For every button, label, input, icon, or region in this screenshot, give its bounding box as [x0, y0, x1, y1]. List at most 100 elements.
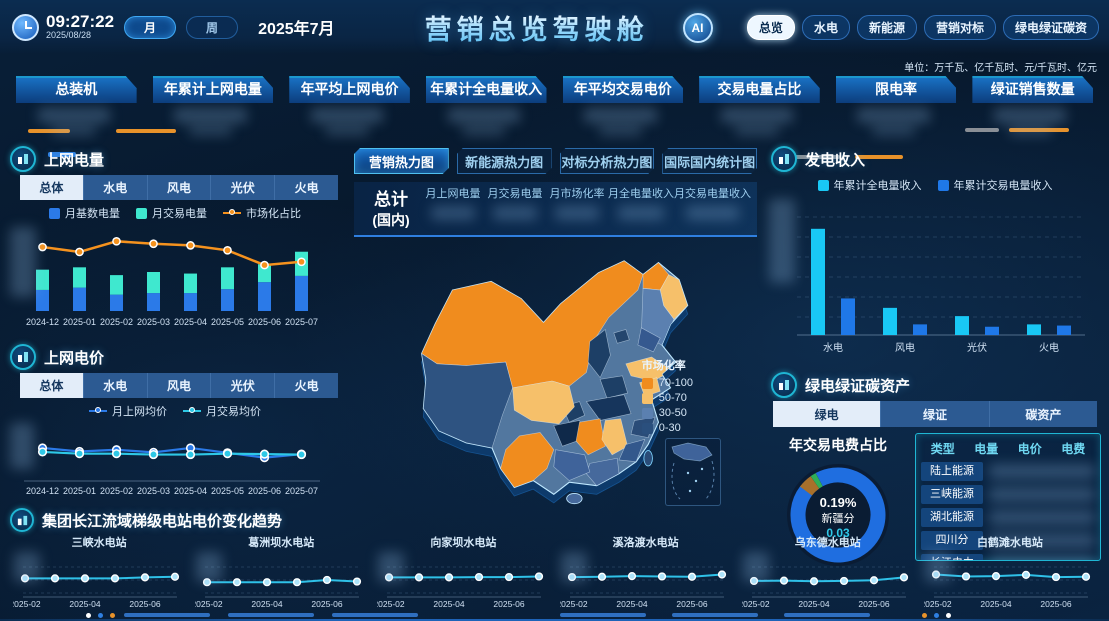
legend-line-swatch — [89, 407, 107, 413]
tab-绿证[interactable]: 绿证 — [881, 401, 990, 427]
map-region-hainan[interactable] — [566, 492, 583, 505]
tab-光伏[interactable]: 光伏 — [211, 373, 276, 398]
svg-text:新疆分: 新疆分 — [822, 511, 855, 525]
station-chart-溪洛渡水电站: 溪洛渡水电站 2025-02 2025-04 2025-06 — [555, 534, 737, 614]
table-col-电价: 电价 — [1017, 441, 1042, 456]
map-region[interactable] — [553, 449, 591, 481]
map-region[interactable] — [587, 328, 611, 379]
table-row[interactable]: 四川分 — [921, 530, 1095, 551]
svg-text:2025-04: 2025-04 — [434, 599, 465, 609]
deco-dash — [965, 128, 999, 132]
strip-seg — [124, 613, 210, 617]
map-region[interactable] — [637, 327, 661, 353]
kpi-label: 绿证销售数量 — [972, 76, 1093, 103]
map-legend-swatch — [641, 377, 653, 389]
map-tab-营销热力图[interactable]: 营销热力图 — [354, 148, 449, 174]
tab-风电[interactable]: 风电 — [148, 175, 212, 200]
redacted-axis — [10, 227, 36, 297]
table-row[interactable]: 陆上能源 — [921, 461, 1095, 482]
map-legend-swatch — [641, 422, 653, 434]
kpi-value-redacted — [563, 103, 684, 139]
tab-光伏[interactable]: 光伏 — [211, 175, 276, 200]
table-row[interactable]: 三峡能源 — [921, 484, 1095, 505]
table-row[interactable]: 湖北能源 — [921, 507, 1095, 528]
map-region[interactable] — [500, 432, 555, 488]
left-column: 上网电量 总体 水电 风电 光伏 火电 月基数电量 月交易电量 市场化占比 2024-12 2… — [8, 142, 342, 508]
map-region[interactable] — [421, 352, 513, 449]
svg-text:2025-04: 2025-04 — [174, 486, 207, 496]
nav-item-水电[interactable]: 水电 — [801, 14, 850, 40]
strip-dot — [934, 613, 939, 618]
main-area: 上网电量 总体 水电 风电 光伏 火电 月基数电量 月交易电量 市场化占比 2024-12 2… — [8, 142, 1101, 566]
station-title: 向家坝水电站 — [430, 537, 497, 549]
svg-text:2024-12: 2024-12 — [26, 486, 59, 496]
map-region-taiwan[interactable] — [643, 450, 653, 467]
nav-item-总览[interactable]: 总览 — [746, 14, 795, 40]
strip-dot — [98, 613, 103, 618]
bottom-baseline — [0, 619, 1109, 621]
svg-text:2025-01: 2025-01 — [63, 317, 96, 327]
redacted-subvalue — [52, 126, 96, 135]
kpi-card: 总装机 — [16, 76, 137, 139]
map-legend-swatch — [641, 407, 653, 419]
legend-label: 月上网均价 — [112, 406, 167, 418]
map-legend-label: 0-30 — [658, 422, 681, 434]
metric: 月交易电量 — [484, 185, 546, 220]
map-tab-国际国内统计图[interactable]: 国际国内统计图 — [662, 148, 757, 174]
page-title: 营销总览驾驶舱 — [425, 8, 649, 47]
strip-dot — [946, 613, 951, 618]
table-row-values-redacted — [989, 533, 1095, 548]
ai-assistant-button[interactable]: AI — [682, 13, 713, 43]
period-月[interactable]: 月 — [124, 15, 177, 39]
right-column: 发电收入 年累计全电量收入 年累计交易电量收入 水电 风电 光伏 火电 绿电绿证碳资产 … — [769, 142, 1101, 566]
nav-item-新能源[interactable]: 新能源 — [856, 14, 917, 40]
tab-水电[interactable]: 水电 — [84, 373, 148, 398]
tab-火电[interactable]: 火电 — [294, 181, 319, 195]
grid-power-legend: 月基数电量 月交易电量 市场化占比 — [8, 205, 342, 221]
map-region[interactable] — [585, 394, 632, 421]
total-metrics-band: 总计 (国内) 月上网电量 月交易电量 月市场化率 月全电量收入 月交易电量收入 — [354, 182, 757, 237]
grid-power-chart: 2024-12 2025-01 2025-02 2025-03 2025-04 2025-… — [8, 221, 342, 338]
map-region[interactable] — [613, 329, 630, 344]
map-region[interactable] — [625, 356, 673, 382]
station-title: 白鹤滩水电站 — [976, 537, 1043, 549]
map-tab-对标分析热力图[interactable]: 对标分析热力图 — [560, 148, 655, 174]
nav-item-绿电绿证碳资[interactable]: 绿电绿证碳资 — [1002, 14, 1099, 40]
map-tab-新能源热力图[interactable]: 新能源热力图 — [457, 148, 552, 174]
panel-title: 集团长江流域梯级电站电价变化趋势 — [42, 512, 283, 530]
table-row[interactable]: 长江电力 — [921, 553, 1095, 560]
map-region[interactable] — [512, 380, 575, 425]
tab-绿电[interactable]: 绿电 — [773, 401, 882, 427]
tab-总体[interactable]: 总体 — [20, 373, 84, 398]
station-chart-乌东德水电站: 乌东德水电站 2025-02 2025-04 2025-06 — [737, 534, 919, 614]
map-region[interactable] — [575, 418, 606, 456]
map-region[interactable] — [599, 375, 628, 399]
map-legend: 市场化率 70-100 50-70 30-50 0-30 — [641, 357, 693, 434]
clock-icon — [12, 13, 39, 41]
station-chart-向家坝水电站: 向家坝水电站 2025-02 2025-04 2025-06 — [372, 534, 554, 614]
metric-value-redacted — [431, 206, 475, 220]
tab-总体[interactable]: 总体 — [20, 175, 84, 200]
grid-price-tabs: 总体 水电 风电 光伏 火电 — [20, 373, 338, 398]
green-tabs: 绿电 绿证 碳资产 — [773, 401, 1097, 427]
svg-text:2025-05: 2025-05 — [211, 486, 244, 496]
tab-碳资产[interactable]: 碳资产 — [1025, 407, 1062, 422]
svg-text:0.19%: 0.19% — [820, 495, 857, 510]
nav-item-营销对标[interactable]: 营销对标 — [923, 14, 996, 40]
redacted-subvalue — [871, 126, 916, 135]
deco-dash — [28, 129, 70, 133]
energy-panel-icon — [10, 146, 36, 172]
legend-label: 月交易均价 — [206, 406, 261, 418]
kpi-label: 年平均上网电价 — [289, 76, 410, 103]
period-周[interactable]: 周 — [186, 15, 239, 39]
kpi-label: 限电率 — [835, 76, 957, 103]
map-region[interactable] — [601, 418, 628, 456]
current-date: 2025/08/28 — [46, 30, 92, 40]
redacted-axis — [769, 199, 795, 283]
tab-火电[interactable]: 火电 — [294, 379, 319, 393]
tab-风电[interactable]: 风电 — [148, 373, 212, 398]
china-map-wrap: 市场化率 70-100 50-70 30-50 0-30 — [350, 242, 761, 508]
redacted-subvalue — [325, 126, 369, 135]
tab-水电[interactable]: 水电 — [84, 175, 148, 200]
map-legend-label: 50-70 — [658, 392, 687, 404]
